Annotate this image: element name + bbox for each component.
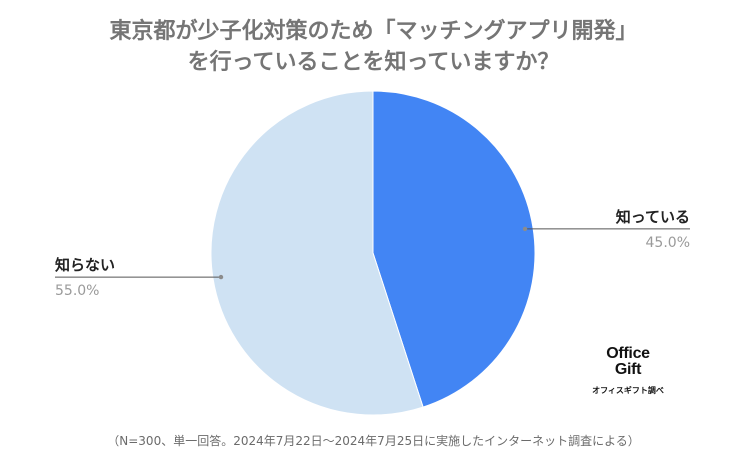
slice-value-know: 45.0%: [646, 235, 690, 251]
slice-label-dont-know: 知らない: [55, 256, 115, 274]
logo-caption: オフィスギフト調べ: [592, 386, 664, 395]
chart-title-line-1: 東京都が少子化対策のため「マッチングアプリ開発」: [109, 19, 638, 44]
office-gift-logo: Office Gift オフィスギフト調べ: [589, 346, 667, 414]
survey-footnote: （N=300、単一回答。2024年7月22日〜2024年7月25日に実施したイン…: [107, 434, 640, 448]
pie-slice-dont-know: [210, 90, 424, 416]
slice-value-dont-know: 55.0%: [55, 283, 99, 299]
pie-labels: 知っている 45.0% 知らない 55.0%: [55, 208, 690, 299]
leader-dot-dont-know: [218, 274, 224, 280]
chart-title-line-2: を行っていることを知っていますか？: [187, 50, 560, 75]
logo-line-2: Gift: [614, 361, 642, 378]
slice-label-know: 知っている: [616, 208, 690, 226]
leader-dot-know: [522, 226, 528, 232]
pie-slices: [210, 90, 536, 416]
logo-line-1: Office: [606, 345, 650, 362]
chart-title: 東京都が少子化対策のため「マッチングアプリ開発」 を行っていることを知っています…: [0, 16, 747, 78]
pie-slice-know: [372, 90, 536, 408]
